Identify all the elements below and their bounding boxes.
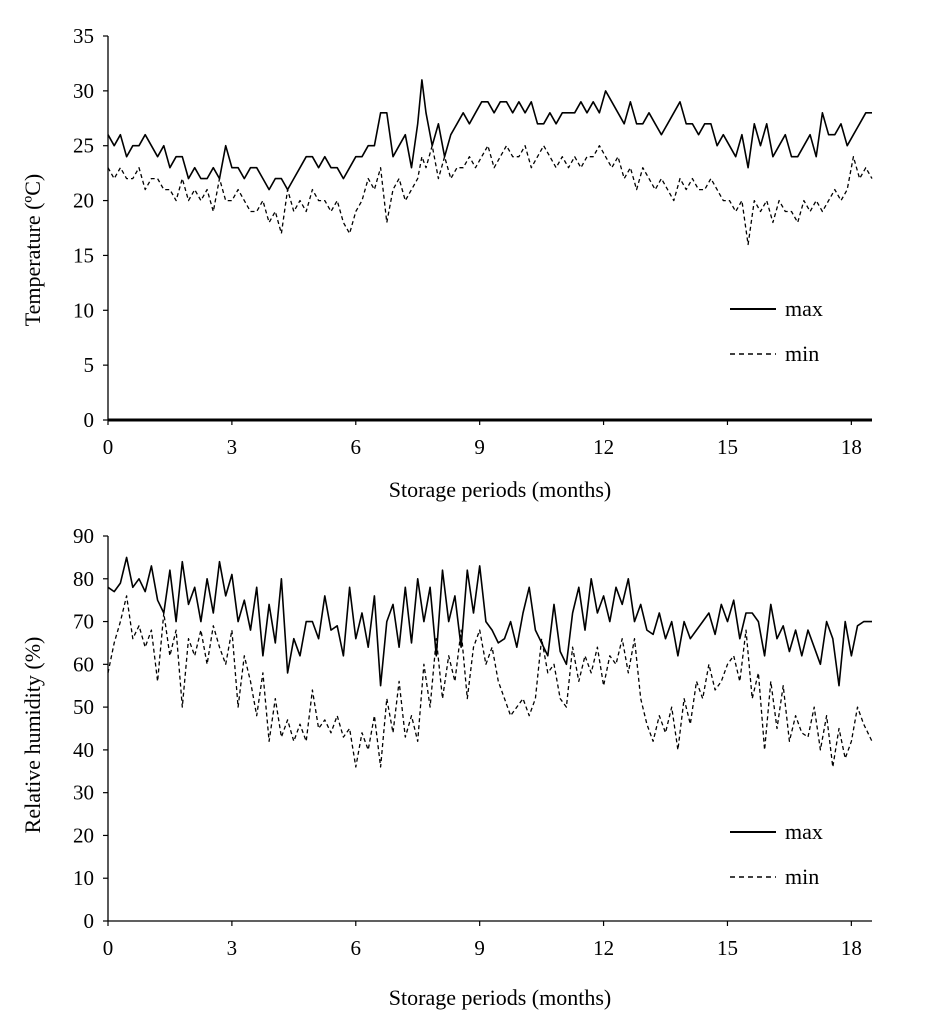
temperature-x-tick-label: 3 — [227, 435, 238, 459]
humidity-series-group — [107, 556, 873, 768]
temperature-y-tick-label: 25 — [73, 134, 94, 158]
temperature-x-tick-label: 0 — [103, 435, 114, 459]
temperature-legend: max min — [730, 296, 823, 366]
humidity-y-axis-title: Relative humidity (%) — [20, 637, 45, 834]
temperature-x-axis-title: Storage periods (months) — [389, 477, 611, 502]
temperature-y-tick-label: 30 — [73, 79, 94, 103]
humidity-x-axis-title: Storage periods (months) — [389, 985, 611, 1010]
humidity-x-tick-label: 9 — [474, 936, 485, 960]
temperature-axes — [107, 36, 872, 422]
temperature-x-tick-label: 6 — [351, 435, 362, 459]
humidity-x-tick-label: 0 — [103, 936, 114, 960]
legend-label-min: min — [785, 341, 819, 366]
humidity-y-tick-label: 90 — [73, 524, 94, 548]
temperature-series-max — [107, 79, 872, 191]
humidity-y-tick-label: 40 — [73, 738, 94, 762]
humidity-y-tick-label: 50 — [73, 695, 94, 719]
temperature-x-tick-label: 15 — [717, 435, 738, 459]
temperature-y-tick-label: 20 — [73, 189, 94, 213]
humidity-axes — [107, 536, 872, 922]
temperature-y-tick-label: 15 — [73, 243, 94, 267]
temperature-y-tick-label: 10 — [73, 298, 94, 322]
temperature-y-axis-title: Temperature (ºC) — [20, 174, 45, 327]
humidity-x-tick-label: 3 — [227, 936, 238, 960]
humidity-series-min — [107, 595, 873, 768]
temperature-chart: 0 5 10 15 20 25 30 35 0 3 6 9 12 15 18 Storage periods… — [20, 24, 873, 502]
humidity-series-max — [107, 556, 872, 687]
humidity-y-tick-label: 60 — [73, 652, 94, 676]
humidity-x-tick-label: 6 — [351, 936, 362, 960]
humidity-y-tick-label: 30 — [73, 781, 94, 805]
humidity-x-tick-label: 15 — [717, 936, 738, 960]
humidity-y-tick-label: 70 — [73, 610, 94, 634]
humidity-legend: max min — [730, 819, 823, 889]
humidity-ticks: 0 10 20 30 40 50 60 70 80 90 0 3 6 9 12 15 18 — [73, 524, 862, 960]
humidity-x-tick-label: 18 — [841, 936, 862, 960]
temperature-series-group — [107, 79, 873, 246]
humidity-y-tick-label: 10 — [73, 866, 94, 890]
temperature-y-tick-label: 35 — [73, 24, 94, 48]
temperature-y-tick-label: 5 — [84, 353, 95, 377]
humidity-y-tick-label: 20 — [73, 823, 94, 847]
legend-label-max: max — [785, 296, 823, 321]
humidity-chart: 0 10 20 30 40 50 60 70 80 90 0 3 6 9 12 15 18 Storage pe… — [20, 524, 873, 1010]
temperature-x-tick-label: 18 — [841, 435, 862, 459]
temperature-x-tick-label: 12 — [593, 435, 614, 459]
humidity-x-tick-label: 12 — [593, 936, 614, 960]
humidity-y-tick-label: 0 — [84, 909, 95, 933]
legend-label-max: max — [785, 819, 823, 844]
legend-label-min: min — [785, 864, 819, 889]
temperature-x-tick-label: 9 — [474, 435, 485, 459]
temperature-y-tick-label: 0 — [84, 408, 95, 432]
humidity-y-tick-label: 80 — [73, 567, 94, 591]
temperature-ticks: 0 5 10 15 20 25 30 35 0 3 6 9 12 15 18 — [73, 24, 862, 459]
